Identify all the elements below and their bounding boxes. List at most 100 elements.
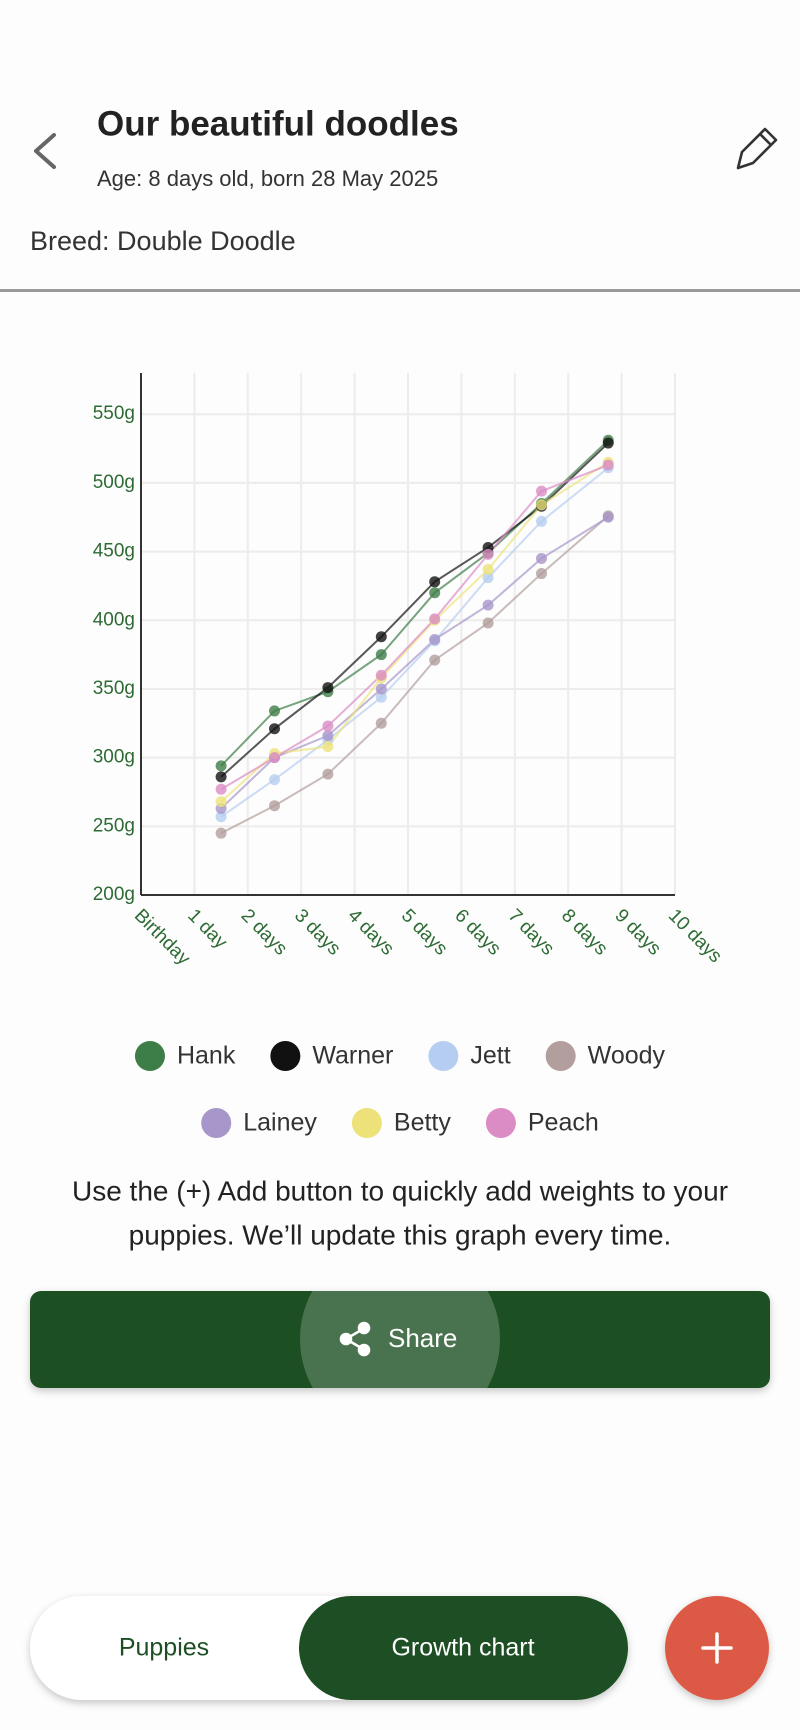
x-tick-label: 1 day	[183, 905, 231, 953]
data-point	[536, 552, 547, 564]
series-line	[220, 464, 609, 791]
share-label: Share	[388, 1323, 457, 1353]
series-line	[220, 515, 609, 835]
ripple	[300, 1291, 500, 1388]
data-point	[482, 572, 494, 584]
x-tick-label: 4 days	[344, 905, 398, 959]
bottom-nav: Puppies Growth chart	[30, 1596, 628, 1700]
y-tick-label: 500g	[93, 472, 135, 493]
pencil-line	[759, 133, 772, 146]
data-point	[536, 485, 547, 497]
info-text: puppies. We’ll update this graph every t…	[129, 1219, 672, 1250]
data-point	[536, 499, 547, 511]
data-point	[429, 576, 441, 588]
data-point	[215, 827, 227, 839]
y-tick-label: 250g	[93, 815, 135, 836]
legend-label: Betty	[394, 1109, 451, 1137]
data-point	[375, 683, 387, 695]
data-point	[322, 720, 334, 732]
data-point	[215, 811, 227, 823]
legend: Hank Warner Jett Woody Lainey Betty Peach	[134, 1041, 666, 1138]
legend-swatch	[270, 1041, 301, 1071]
data-point	[375, 649, 387, 661]
plus-icon	[701, 1632, 733, 1664]
data-point	[322, 768, 334, 780]
pencil-icon	[736, 127, 778, 170]
data-point	[602, 511, 614, 523]
x-tick-label: 7 days	[504, 905, 558, 959]
data-point	[375, 717, 387, 729]
legend-swatch	[545, 1041, 576, 1071]
data-point	[269, 752, 280, 764]
x-tick-label: Birthday	[130, 905, 194, 969]
growth-chart: 200g 250g 300g 350g 400g 450g 500g 550g Birthday…	[93, 373, 726, 970]
legend-swatch	[485, 1108, 516, 1138]
nav-tab[interactable]: Growth chart	[391, 1634, 534, 1662]
x-tick-label: 10 days	[664, 905, 726, 967]
data-point	[536, 515, 547, 527]
data-point	[269, 774, 280, 786]
data-point	[269, 723, 280, 735]
data-point	[375, 691, 387, 703]
data-point	[322, 730, 334, 742]
y-tick-label: 200g	[93, 884, 135, 905]
x-tick-label: 9 days	[611, 905, 665, 959]
share-button[interactable]: Share	[30, 1239, 770, 1439]
data-point	[536, 568, 547, 580]
data-point	[215, 783, 227, 795]
data-point	[429, 633, 441, 645]
add-button[interactable]	[665, 1596, 769, 1700]
data-point	[482, 563, 494, 575]
data-point	[375, 631, 387, 643]
data-point	[602, 459, 614, 471]
data-point	[482, 548, 494, 560]
legend-swatch	[351, 1108, 382, 1138]
divider	[0, 289, 800, 292]
back-button[interactable]	[34, 133, 56, 169]
legend-swatch	[428, 1041, 459, 1071]
series-line	[220, 467, 609, 818]
share-button-bg	[30, 1291, 770, 1388]
nav-active	[299, 1596, 628, 1700]
share-icon	[339, 1321, 371, 1357]
y-tick-label: 550g	[93, 403, 135, 424]
legend-label: Hank	[177, 1042, 236, 1070]
data-point	[429, 587, 441, 599]
info-text: Use the (+) Add button to quickly add we…	[72, 1175, 728, 1206]
y-tick-label: 450g	[93, 541, 135, 562]
x-tick-label: 6 days	[450, 905, 504, 959]
legend-label: Warner	[312, 1042, 393, 1070]
data-point	[375, 669, 387, 681]
nav-tab[interactable]: Puppies	[119, 1634, 209, 1662]
breed: Breed: Double Doodle	[30, 226, 296, 256]
data-point	[269, 705, 280, 717]
data-point	[322, 741, 334, 753]
series-line	[220, 516, 609, 810]
x-tick-label: 5 days	[397, 905, 451, 959]
edit-button[interactable]	[736, 127, 778, 170]
x-tick-label: 3 days	[290, 905, 344, 959]
legend-label: Jett	[470, 1042, 510, 1070]
data-point	[482, 599, 494, 611]
data-point	[482, 617, 494, 629]
data-point	[269, 800, 280, 812]
data-point	[215, 796, 227, 808]
y-tick-label: 300g	[93, 747, 135, 768]
legend-label: Woody	[588, 1042, 666, 1070]
title: Our beautiful doodles	[97, 104, 459, 143]
data-point	[215, 771, 227, 783]
data-point	[215, 760, 227, 772]
x-tick-label: 2 days	[237, 905, 291, 959]
series-line	[220, 439, 609, 767]
subtitle: Age: 8 days old, born 28 May 2025	[97, 166, 438, 191]
data-point	[429, 654, 441, 666]
legend-label: Lainey	[243, 1109, 317, 1137]
legend-swatch	[134, 1041, 165, 1071]
data-point	[429, 613, 441, 625]
data-point	[602, 437, 614, 449]
x-tick-label: 8 days	[557, 905, 611, 959]
legend-swatch	[201, 1108, 232, 1138]
y-tick-label: 400g	[93, 609, 135, 630]
